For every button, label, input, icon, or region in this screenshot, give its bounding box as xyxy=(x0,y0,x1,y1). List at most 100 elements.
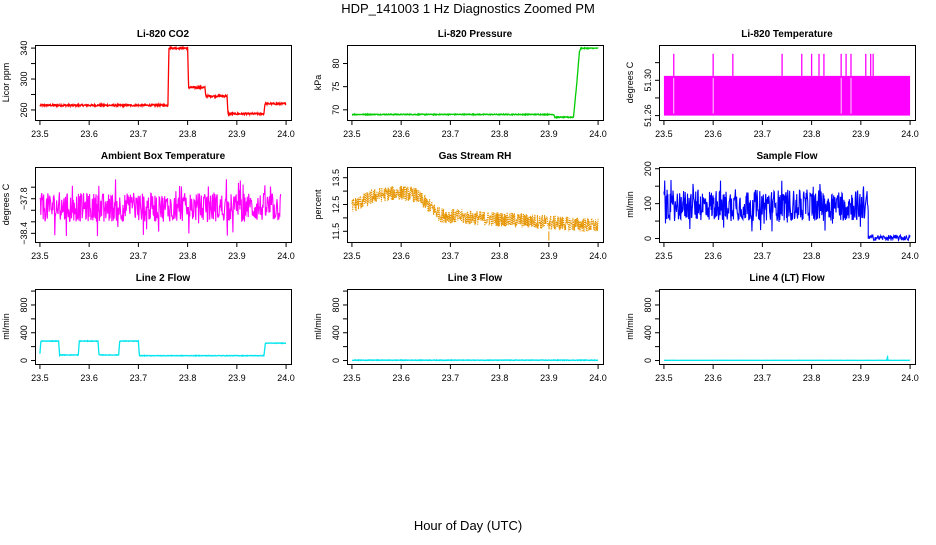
x-tick-label: 23.9 xyxy=(540,129,558,139)
series-line xyxy=(351,46,599,120)
y-tick-label: 200 xyxy=(643,161,653,176)
x-tick-label: 23.9 xyxy=(852,373,870,383)
figure-title: HDP_141003 1 Hz Diagnostics Zoomed PM xyxy=(341,1,595,16)
x-tick-label: 23.6 xyxy=(80,251,98,261)
x-tick-label: 23.5 xyxy=(31,129,49,139)
x-tick-label: 23.8 xyxy=(491,251,509,261)
y-axis-label: percent xyxy=(313,189,323,220)
panel-title: Li-820 Pressure xyxy=(438,29,513,40)
plot-frame xyxy=(35,289,292,365)
x-tick-label: 23.7 xyxy=(130,373,148,383)
x-tick-label: 24.0 xyxy=(589,251,607,261)
x-tick-label: 23.6 xyxy=(80,373,98,383)
x-tick-label: 23.8 xyxy=(803,251,821,261)
y-tick-label: 80 xyxy=(331,59,341,69)
x-tick-label: 23.5 xyxy=(655,251,673,261)
y-axis-label: ml/min xyxy=(1,313,11,340)
plot-frame xyxy=(347,289,604,365)
panel-4: Ambient Box Temperature degrees C 23.5 23.6… xyxy=(1,151,295,261)
panel-2: Li-820 Pressure kPa 23.5 23.6 23.7 23.8 23.9 24… xyxy=(313,29,607,139)
x-tick-label: 23.9 xyxy=(228,251,246,261)
data-series xyxy=(663,179,911,242)
x-tick-label: 23.5 xyxy=(31,251,49,261)
x-tick-label: 23.6 xyxy=(704,251,722,261)
x-tick-label: 23.8 xyxy=(491,129,509,139)
y-axis-label: ml/min xyxy=(625,191,635,218)
data-series xyxy=(351,185,599,241)
x-tick-label: 23.5 xyxy=(655,129,673,139)
x-tick-label: 23.8 xyxy=(179,251,197,261)
data-series xyxy=(351,46,599,120)
data-series xyxy=(663,53,911,116)
x-tick-label: 23.8 xyxy=(491,373,509,383)
y-tick-label: 400 xyxy=(643,325,653,340)
y-tick-label: 800 xyxy=(331,297,341,312)
series-line xyxy=(39,179,282,237)
y-axis-label: ml/min xyxy=(625,313,635,340)
series-line xyxy=(39,45,287,117)
data-series xyxy=(39,179,282,237)
y-tick-label: 0 xyxy=(643,236,653,241)
y-tick-label: 0 xyxy=(19,358,29,363)
x-tick-label: 23.5 xyxy=(343,251,361,261)
panel-3: Li-820 Temperature degrees C 23.5 23.6 23.7 2… xyxy=(625,29,919,139)
series-line xyxy=(351,358,599,362)
x-tick-label: 23.9 xyxy=(540,373,558,383)
y-tick-label: 12.5 xyxy=(331,196,341,214)
panel-6: Sample Flow ml/min 23.5 23.6 23.7 23.8 23.9 24.… xyxy=(625,151,919,261)
y-tick-label: 300 xyxy=(19,72,29,87)
x-tick-label: 23.7 xyxy=(442,373,460,383)
figure-x-axis-label: Hour of Day (UTC) xyxy=(413,518,523,533)
y-axis-label: ml/min xyxy=(313,313,323,340)
y-axis-label: kPa xyxy=(313,75,323,91)
x-tick-label: 23.8 xyxy=(803,373,821,383)
panel-title: Ambient Box Temperature xyxy=(101,151,226,162)
x-tick-label: 23.9 xyxy=(228,129,246,139)
plot-frame xyxy=(659,167,916,243)
panel-title: Li-820 CO2 xyxy=(137,29,190,40)
data-series xyxy=(351,358,599,362)
plot-frame xyxy=(347,167,604,243)
panel-7: Line 2 Flow ml/min 23.5 23.6 23.7 23.8 23.9 24.… xyxy=(1,273,295,383)
panel-title: Line 4 (LT) Flow xyxy=(749,273,825,284)
y-tick-label: 51.30 xyxy=(643,69,653,92)
y-tick-label: 11.5 xyxy=(331,223,341,240)
y-tick-label: 70 xyxy=(331,105,341,115)
plot-frame xyxy=(347,45,604,121)
x-tick-label: 23.8 xyxy=(803,129,821,139)
x-tick-label: 23.9 xyxy=(228,373,246,383)
panel-1: Li-820 CO2 Licor ppm 23.5 23.6 23.7 23.8 23.9 2… xyxy=(1,29,295,139)
y-tick-label: 51.26 xyxy=(643,104,653,127)
x-tick-label: 23.7 xyxy=(442,129,460,139)
panel-8: Line 3 Flow ml/min 23.5 23.6 23.7 23.8 23.9 24.… xyxy=(313,273,607,383)
y-tick-label: −37.8 xyxy=(19,187,29,210)
y-axis-label: degrees C xyxy=(1,183,11,225)
data-series xyxy=(39,45,287,117)
x-tick-label: 24.0 xyxy=(277,129,295,139)
plot-frame xyxy=(659,45,916,121)
x-tick-label: 23.7 xyxy=(130,129,148,139)
x-tick-label: 24.0 xyxy=(901,373,919,383)
panel-title: Sample Flow xyxy=(756,151,817,162)
y-tick-label: 800 xyxy=(19,297,29,312)
series-points xyxy=(351,185,599,234)
panel-title: Li-820 Temperature xyxy=(741,29,833,40)
panel-9: Line 4 (LT) Flow ml/min 23.5 23.6 23.7 23.8 23… xyxy=(625,273,919,383)
panel-title: Line 3 Flow xyxy=(448,273,503,284)
x-tick-label: 24.0 xyxy=(901,129,919,139)
y-tick-label: 75 xyxy=(331,82,341,92)
x-tick-label: 24.0 xyxy=(589,129,607,139)
x-tick-label: 23.6 xyxy=(704,129,722,139)
x-tick-label: 23.6 xyxy=(392,129,410,139)
y-tick-label: 400 xyxy=(331,325,341,340)
x-tick-label: 23.9 xyxy=(852,251,870,261)
x-tick-label: 23.6 xyxy=(392,251,410,261)
plot-frame xyxy=(35,167,292,243)
x-tick-label: 23.8 xyxy=(179,129,197,139)
x-tick-label: 23.5 xyxy=(343,129,361,139)
panel-5: Gas Stream RH percent 23.5 23.6 23.7 23.8 23.9… xyxy=(313,151,607,261)
panel-title: Gas Stream RH xyxy=(439,151,512,162)
panel-title: Line 2 Flow xyxy=(136,273,191,284)
series-line xyxy=(663,354,911,362)
